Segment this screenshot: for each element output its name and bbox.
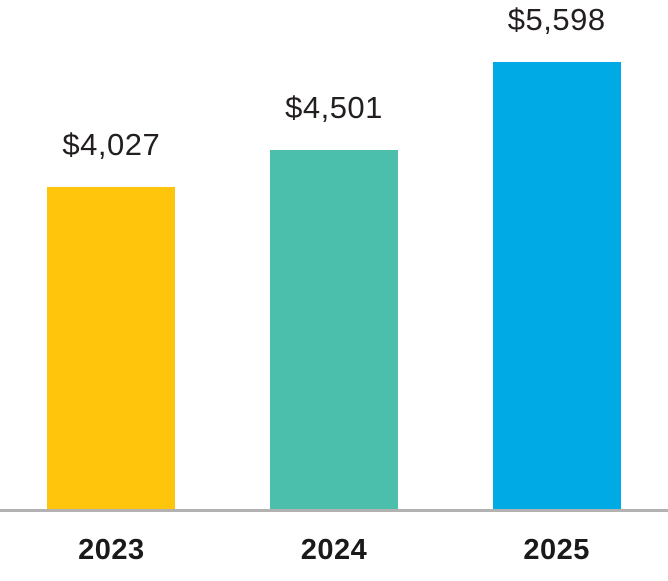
x-axis-label-2023: 2023 <box>78 534 145 566</box>
bar-group-2023: $4,027 <box>0 0 223 509</box>
x-axis-labels: 2023 2024 2025 <box>0 512 668 565</box>
bar-group-2025: $5,598 <box>445 0 668 509</box>
bar-value-label-2023: $4,027 <box>62 127 161 162</box>
bar-value-label-2024: $4,501 <box>285 90 383 125</box>
bar-2024 <box>270 150 398 509</box>
bar-group-2024: $4,501 <box>223 0 446 509</box>
bar-2025 <box>492 62 621 509</box>
x-axis-label-2025: 2025 <box>523 534 590 566</box>
x-axis-label-2024: 2024 <box>300 534 368 566</box>
bar-value-label-2025: $5,598 <box>507 2 606 37</box>
plot-area: $4,027 $4,501 $5,598 <box>0 0 668 509</box>
bar-2023 <box>47 187 176 509</box>
x-axis-baseline <box>0 509 668 512</box>
